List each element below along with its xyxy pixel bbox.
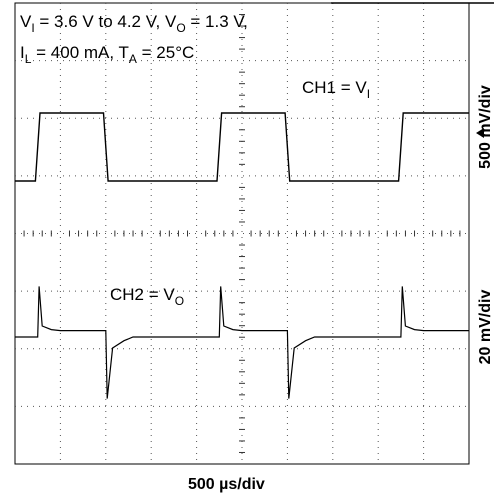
ch2-label: CH2 = VO: [110, 285, 185, 308]
ch2-trace: [15, 286, 469, 399]
y-scale-lower: 20 mV/div: [477, 289, 494, 365]
x-scale-label: 500 µs/div: [188, 476, 265, 493]
ch1-trace: [15, 112, 469, 182]
conditions-line-1: VI = 3.6 V to 4.2 V, VO = 1.3 V,: [20, 12, 248, 35]
ch1-label: CH1 = VI: [302, 78, 371, 101]
y-scale-upper: 500 mV/div: [477, 85, 494, 169]
trigger-level-marker: [476, 128, 484, 138]
conditions-line-2: IL = 400 mA, TA = 25°C: [20, 43, 195, 66]
